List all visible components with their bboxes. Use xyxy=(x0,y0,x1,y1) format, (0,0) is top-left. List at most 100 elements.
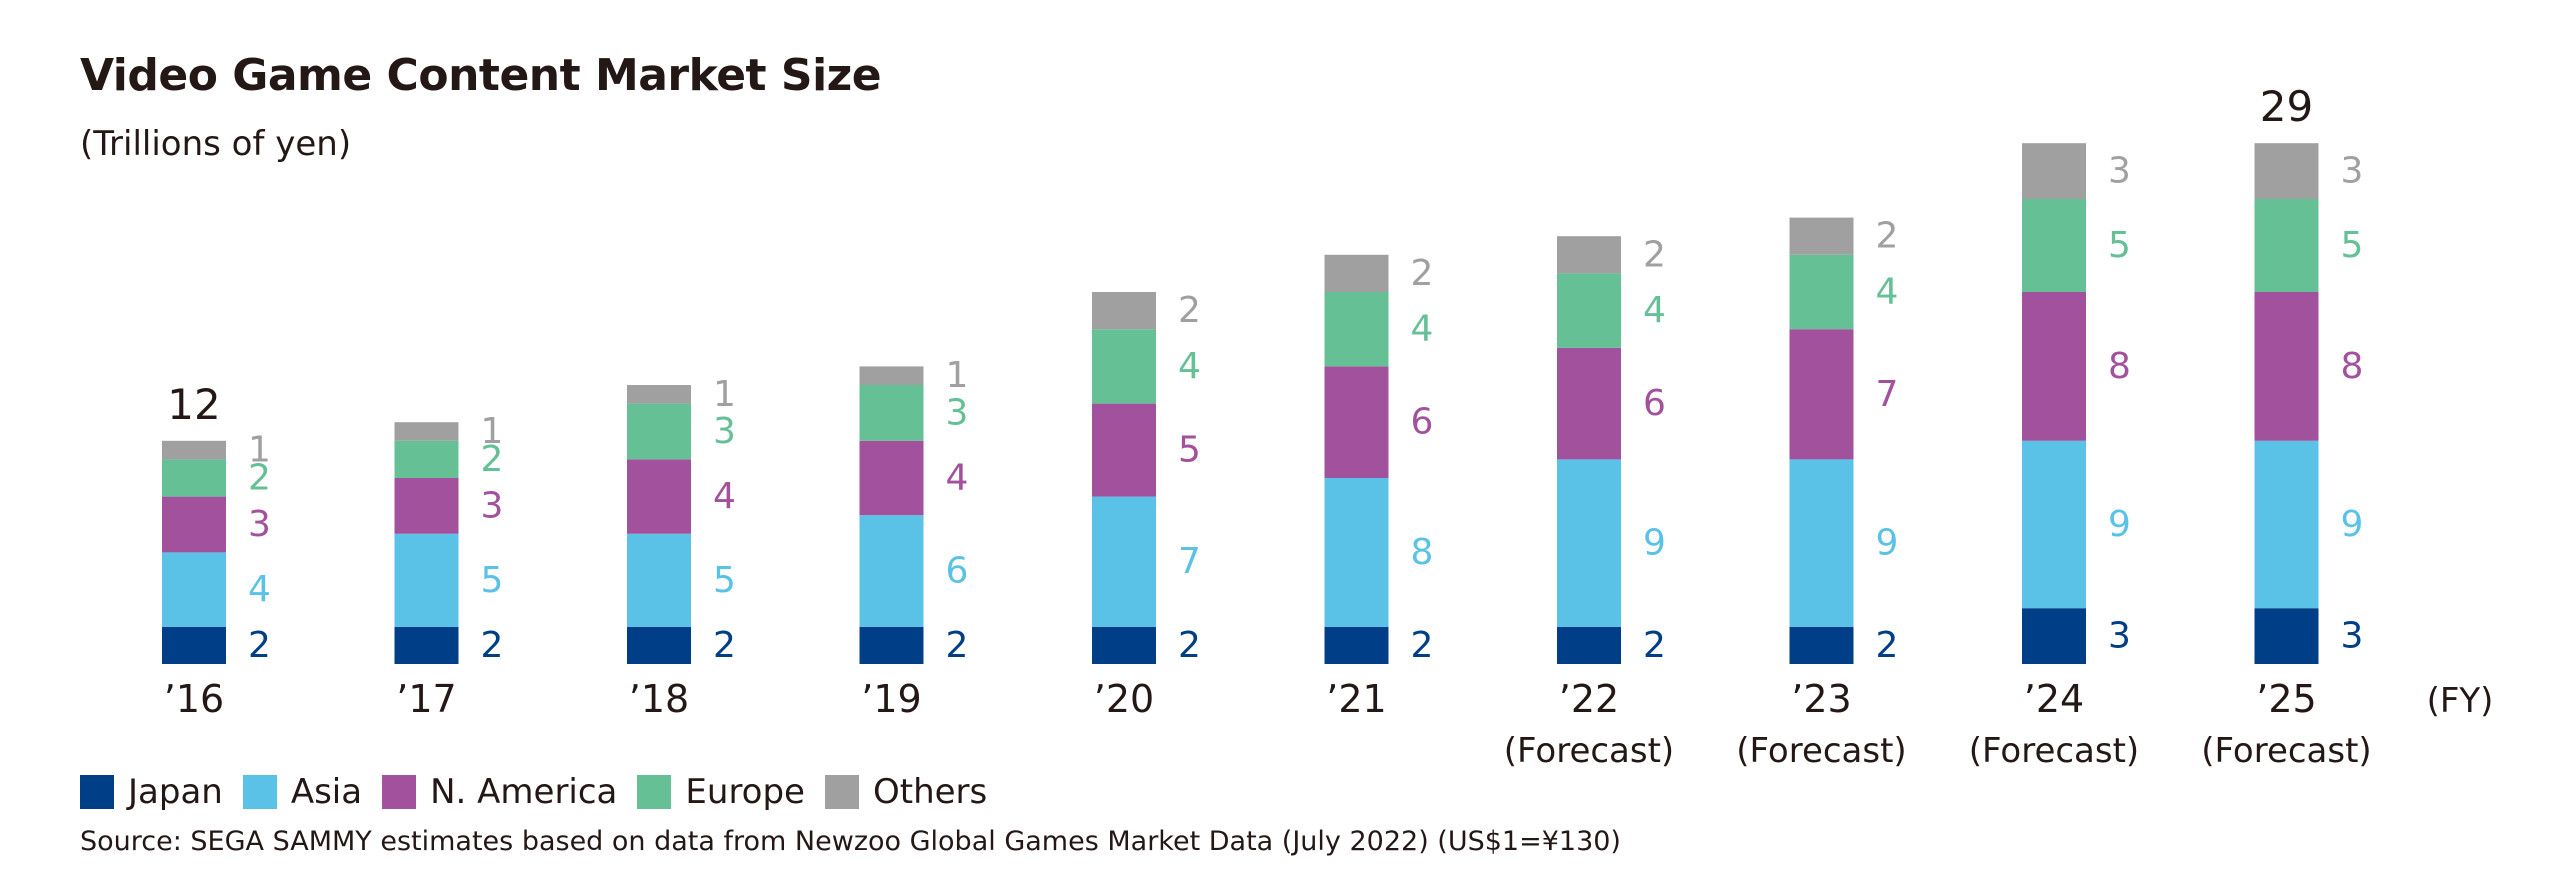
bar-segment-japan-19 xyxy=(859,626,924,664)
value-label-asia-21: 8 xyxy=(1411,532,1434,573)
legend-swatch-others xyxy=(824,775,859,809)
bar-segment-japan-16 xyxy=(162,626,226,664)
value-label-n-america-16: 3 xyxy=(248,504,271,545)
legend-swatch-n-america xyxy=(382,775,417,809)
x-tick-label-18: ’18 xyxy=(629,677,689,721)
value-label-europe-21: 4 xyxy=(1411,309,1434,350)
bar-segment-others-16 xyxy=(162,440,226,460)
value-label-n-america-23: 7 xyxy=(1876,374,1899,415)
chart-title: Video Game Content Market Size xyxy=(80,50,882,101)
value-label-others-25: 3 xyxy=(2341,151,2364,192)
value-label-others-24: 3 xyxy=(2108,151,2131,192)
bar-segment-europe-21 xyxy=(1324,292,1389,367)
x-tick-label-19: ’19 xyxy=(861,677,921,721)
value-label-japan-22: 2 xyxy=(1643,625,1666,666)
value-label-europe-17: 2 xyxy=(481,439,504,480)
value-label-asia-23: 9 xyxy=(1876,523,1899,564)
legend-swatch-europe xyxy=(637,775,672,809)
value-label-europe-20: 4 xyxy=(1178,346,1201,387)
x-tick-note-23: (Forecast) xyxy=(1736,731,1906,771)
legend-item-others: Others xyxy=(824,772,988,812)
total-label-16: 12 xyxy=(167,380,220,429)
bar-segment-japan-18 xyxy=(627,626,691,664)
bar-segment-japan-25 xyxy=(2254,608,2319,664)
value-label-japan-23: 2 xyxy=(1876,625,1899,666)
bar-segment-europe-18 xyxy=(627,403,691,460)
value-label-japan-24: 3 xyxy=(2108,616,2131,657)
bar-segment-others-17 xyxy=(394,422,459,441)
value-label-europe-25: 5 xyxy=(2341,225,2364,266)
bar-segment-japan-22 xyxy=(1557,626,1621,664)
value-label-japan-18: 2 xyxy=(713,625,736,666)
value-label-europe-22: 4 xyxy=(1643,290,1666,331)
value-label-others-21: 2 xyxy=(1411,253,1434,294)
unit-label: (Trillions of yen) xyxy=(80,124,352,164)
value-label-n-america-24: 8 xyxy=(2108,346,2131,387)
value-label-asia-19: 6 xyxy=(946,551,969,592)
x-tick-label-25: ’25 xyxy=(2256,677,2316,721)
x-tick-label-23: ’23 xyxy=(1791,677,1851,721)
value-label-europe-16: 2 xyxy=(248,458,271,499)
x-tick-label-16: ’16 xyxy=(164,677,224,721)
bar-segment-asia-20 xyxy=(1092,496,1156,627)
x-tick-label-17: ’17 xyxy=(396,677,456,721)
value-label-asia-25: 9 xyxy=(2341,504,2364,545)
bar-segment-europe-16 xyxy=(162,459,226,497)
x-tick-label-24: ’24 xyxy=(2024,677,2084,721)
value-label-n-america-22: 6 xyxy=(1643,383,1666,424)
bar-segment-n-america-24 xyxy=(2022,292,2086,441)
bar-segment-asia-25 xyxy=(2254,440,2319,609)
bar-segment-europe-23 xyxy=(1789,254,1854,330)
value-label-n-america-20: 5 xyxy=(1178,430,1201,471)
value-label-japan-19: 2 xyxy=(946,625,969,666)
x-axis-label: (FY) xyxy=(2427,681,2494,721)
bar-segment-others-23 xyxy=(1789,217,1854,255)
value-label-others-16: 1 xyxy=(248,430,271,471)
bar-segment-asia-16 xyxy=(162,552,226,627)
bar-segment-europe-22 xyxy=(1557,273,1621,348)
bar-segment-asia-21 xyxy=(1324,478,1389,627)
bar-segment-n-america-16 xyxy=(162,496,226,553)
legend-label-asia: Asia xyxy=(290,772,363,812)
bar-segment-others-24 xyxy=(2022,143,2086,199)
value-label-n-america-19: 4 xyxy=(946,458,969,499)
bar-segment-japan-23 xyxy=(1789,626,1854,664)
x-tick-label-20: ’20 xyxy=(1094,677,1154,721)
source-note: Source: SEGA SAMMY estimates based on da… xyxy=(80,826,1621,857)
total-label-25: 29 xyxy=(2260,82,2313,131)
x-tick-label-22: ’22 xyxy=(1559,677,1619,721)
bar-segment-japan-20 xyxy=(1092,626,1156,664)
legend-item-asia: Asia xyxy=(242,772,363,812)
legend-label-japan: Japan xyxy=(128,772,223,812)
x-tick-label-21: ’21 xyxy=(1326,677,1386,721)
legend-swatch-japan xyxy=(80,775,114,809)
value-label-japan-21: 2 xyxy=(1411,625,1434,666)
value-label-asia-24: 9 xyxy=(2108,504,2131,545)
bar-segment-asia-22 xyxy=(1557,459,1621,627)
bar-segment-asia-18 xyxy=(627,533,691,627)
value-label-n-america-17: 3 xyxy=(481,485,504,526)
legend-item-europe: Europe xyxy=(637,772,805,812)
legend-item-n-america: N. America xyxy=(382,772,617,812)
bar-segment-others-19 xyxy=(859,366,924,385)
value-label-others-22: 2 xyxy=(1643,234,1666,275)
bar-segment-europe-17 xyxy=(394,440,459,478)
value-label-asia-20: 7 xyxy=(1178,541,1201,582)
legend-label-europe: Europe xyxy=(685,772,805,812)
legend-label-others: Others xyxy=(872,772,988,812)
value-label-europe-18: 3 xyxy=(713,411,736,452)
legend-swatch-asia xyxy=(242,775,277,809)
value-label-asia-18: 5 xyxy=(713,560,736,601)
value-label-europe-19: 3 xyxy=(946,392,969,433)
bar-segment-asia-17 xyxy=(394,533,459,627)
x-tick-note-24: (Forecast) xyxy=(1969,731,2139,771)
value-label-japan-20: 2 xyxy=(1178,625,1201,666)
bar-segment-n-america-17 xyxy=(394,478,459,534)
value-label-europe-24: 5 xyxy=(2108,225,2131,266)
value-label-japan-17: 2 xyxy=(481,625,504,666)
bar-segment-japan-21 xyxy=(1324,626,1389,664)
bar-segment-n-america-19 xyxy=(859,440,924,516)
bar-segment-n-america-21 xyxy=(1324,366,1389,478)
bar-segment-europe-20 xyxy=(1092,329,1156,404)
